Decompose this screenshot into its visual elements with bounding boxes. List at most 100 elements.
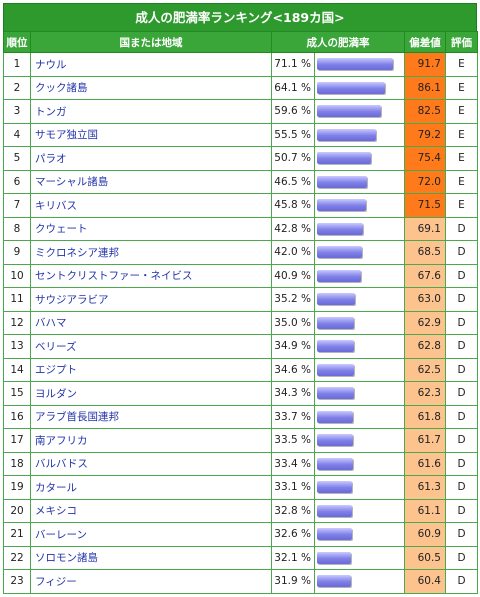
- country-link[interactable]: パラオ: [35, 152, 67, 165]
- rate-value: 59.6 %: [271, 99, 315, 124]
- country-link[interactable]: ナウル: [35, 58, 67, 71]
- rate-bar-cell: [314, 193, 405, 218]
- rank-cell: 3: [3, 99, 31, 124]
- header-rank: 順位: [3, 31, 31, 53]
- country-link[interactable]: アラブ首長国連邦: [35, 411, 119, 424]
- rate-value: 42.0 %: [271, 240, 315, 265]
- rate-bar-cell: [314, 498, 405, 523]
- rate-value: 50.7 %: [271, 146, 315, 171]
- rank-cell: 19: [3, 475, 31, 500]
- table-row: 14 エジプト 34.6 % 62.5 D: [3, 357, 478, 382]
- page-title: 成人の肥満率ランキング<189カ国>: [3, 3, 477, 31]
- rate-bar-cell: [314, 545, 405, 570]
- country-link[interactable]: トンガ: [35, 105, 67, 118]
- deviation-cell: 61.8: [404, 404, 446, 429]
- rate-bar: [317, 58, 393, 71]
- country-cell: サモア独立国: [30, 122, 272, 147]
- rate-value: 34.6 %: [271, 357, 315, 382]
- rate-value: 34.3 %: [271, 381, 315, 406]
- table-row: 16 アラブ首長国連邦 33.7 % 61.8 D: [3, 404, 478, 429]
- rate-bar-cell: [314, 310, 405, 335]
- deviation-cell: 61.7: [404, 428, 446, 453]
- rank-cell: 8: [3, 216, 31, 241]
- table-row: 19 カタール 33.1 % 61.3 D: [3, 475, 478, 500]
- country-link[interactable]: サウジアラビア: [35, 293, 109, 306]
- country-link[interactable]: クウェート: [35, 223, 88, 236]
- country-cell: トンガ: [30, 99, 272, 124]
- country-link[interactable]: メキシコ: [35, 505, 77, 518]
- country-cell: カタール: [30, 475, 272, 500]
- evaluation-cell: D: [445, 263, 478, 288]
- rate-bar-cell: [314, 569, 405, 594]
- rate-bar: [317, 387, 354, 400]
- rate-bar-cell: [314, 357, 405, 382]
- rate-bar-cell: [314, 451, 405, 476]
- rate-bar: [317, 528, 352, 541]
- deviation-cell: 60.9: [404, 522, 446, 547]
- deviation-cell: 62.3: [404, 381, 446, 406]
- country-link[interactable]: ベリーズ: [35, 340, 77, 353]
- rate-bar-cell: [314, 122, 405, 147]
- country-cell: アラブ首長国連邦: [30, 404, 272, 429]
- evaluation-cell: D: [445, 404, 478, 429]
- rate-value: 33.1 %: [271, 475, 315, 500]
- country-link[interactable]: ソロモン諸島: [35, 552, 98, 565]
- country-link[interactable]: セントクリストファー・ネイビス: [35, 270, 193, 283]
- country-link[interactable]: マーシャル諸島: [35, 176, 109, 189]
- deviation-cell: 61.6: [404, 451, 446, 476]
- country-link[interactable]: ミクロネシア連邦: [35, 246, 119, 259]
- rate-value: 34.9 %: [271, 334, 315, 359]
- rank-cell: 12: [3, 310, 31, 335]
- rate-value: 33.4 %: [271, 451, 315, 476]
- rate-bar: [317, 551, 351, 564]
- deviation-cell: 75.4: [404, 146, 446, 171]
- deviation-cell: 79.2: [404, 122, 446, 147]
- country-link[interactable]: クック諸島: [35, 82, 88, 95]
- rank-cell: 10: [3, 263, 31, 288]
- rate-bar: [317, 340, 354, 353]
- country-link[interactable]: バーレーン: [35, 528, 87, 541]
- rate-bar: [317, 363, 354, 376]
- rank-cell: 11: [3, 287, 31, 312]
- rate-bar-cell: [314, 428, 405, 453]
- rate-bar-cell: [314, 287, 405, 312]
- rate-value: 32.1 %: [271, 545, 315, 570]
- rate-value: 46.5 %: [271, 169, 315, 194]
- deviation-cell: 82.5: [404, 99, 446, 124]
- evaluation-cell: D: [445, 569, 478, 594]
- country-link[interactable]: ヨルダン: [35, 387, 77, 400]
- deviation-cell: 86.1: [404, 75, 446, 100]
- country-link[interactable]: バルバドス: [35, 458, 88, 471]
- country-link[interactable]: サモア独立国: [35, 129, 98, 142]
- country-link[interactable]: キリバス: [35, 199, 77, 212]
- country-link[interactable]: フィジー: [35, 575, 77, 588]
- header-deviation: 偏差値: [404, 31, 446, 53]
- rank-cell: 9: [3, 240, 31, 265]
- country-link[interactable]: バハマ: [35, 317, 67, 330]
- table-row: 20 メキシコ 32.8 % 61.1 D: [3, 498, 478, 523]
- rate-bar-cell: [314, 52, 405, 77]
- country-cell: バハマ: [30, 310, 272, 335]
- country-link[interactable]: カタール: [35, 481, 77, 494]
- country-link[interactable]: 南アフリカ: [35, 434, 88, 447]
- rank-cell: 23: [3, 569, 31, 594]
- table-row: 5 パラオ 50.7 % 75.4 E: [3, 146, 478, 171]
- rate-bar-cell: [314, 334, 405, 359]
- rate-bar: [317, 316, 354, 329]
- deviation-cell: 72.0: [404, 169, 446, 194]
- rate-bar: [317, 105, 381, 118]
- rate-value: 33.7 %: [271, 404, 315, 429]
- deviation-cell: 60.5: [404, 545, 446, 570]
- rate-bar: [317, 481, 352, 494]
- deviation-cell: 68.5: [404, 240, 446, 265]
- deviation-cell: 62.5: [404, 357, 446, 382]
- table-row: 10 セントクリストファー・ネイビス 40.9 % 67.6 D: [3, 263, 478, 288]
- country-link[interactable]: エジプト: [35, 364, 77, 377]
- evaluation-cell: E: [445, 99, 478, 124]
- evaluation-cell: D: [445, 428, 478, 453]
- rate-bar-cell: [314, 240, 405, 265]
- rate-bar-cell: [314, 522, 405, 547]
- rate-bar: [317, 269, 361, 282]
- table-row: 2 クック諸島 64.1 % 86.1 E: [3, 75, 478, 100]
- country-cell: メキシコ: [30, 498, 272, 523]
